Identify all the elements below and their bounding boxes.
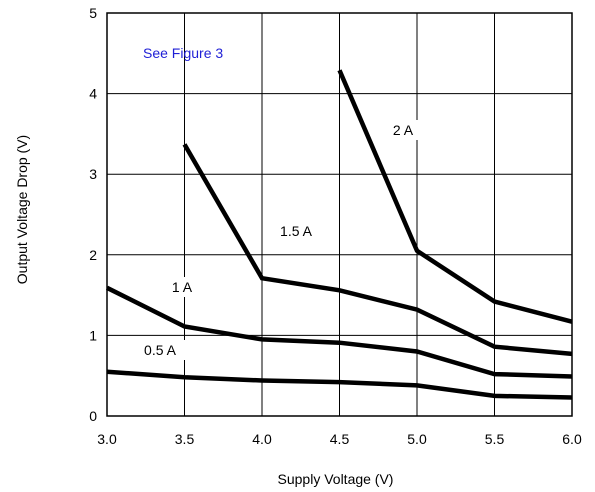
y-tick-label: 3 — [89, 166, 97, 182]
x-tick-label: 3.0 — [97, 431, 117, 447]
x-axis-title: Supply Voltage (V) — [278, 471, 394, 487]
series-label-background — [385, 120, 421, 140]
series-label-0-5-a: 0.5 A — [144, 342, 177, 358]
series-label-background — [270, 221, 322, 241]
series-line-2-a — [337, 69, 573, 324]
y-axis-title: Output Voltage Drop (V) — [14, 135, 30, 284]
y-tick-label: 2 — [89, 247, 97, 263]
x-tick-label: 6.0 — [562, 431, 582, 447]
series-label-1-a: 1 A — [172, 279, 193, 295]
series-label-2-a: 2 A — [393, 122, 414, 138]
series-line-1-5-a — [182, 143, 573, 357]
series-labels: 0.5 A 1 A 1.5 A 2 A — [135, 120, 421, 360]
annotation-see-figure: See Figure 3 — [143, 45, 223, 61]
y-tick-label: 5 — [89, 5, 97, 21]
series-label-background — [135, 340, 185, 360]
x-tick-labels: 3.0 3.5 4.0 4.5 5.0 5.5 6.0 — [97, 431, 582, 447]
y-tick-label: 4 — [89, 86, 97, 102]
series-label-1-5-a: 1.5 A — [280, 223, 313, 239]
series-line-1-a — [105, 285, 573, 379]
y-tick-labels: 0 1 2 3 4 5 — [89, 5, 97, 424]
plot-frame — [106, 12, 573, 417]
series-label-background — [165, 277, 199, 297]
series-lines — [105, 69, 573, 400]
x-tick-label: 4.5 — [330, 431, 350, 447]
series-line-0-5-a — [106, 369, 573, 400]
x-tick-label: 5.0 — [407, 431, 427, 447]
y-tick-label: 0 — [89, 408, 97, 424]
x-tick-label: 4.0 — [252, 431, 272, 447]
y-tick-label: 1 — [89, 327, 97, 343]
x-tick-label: 3.5 — [175, 431, 195, 447]
x-tick-label: 5.5 — [485, 431, 505, 447]
